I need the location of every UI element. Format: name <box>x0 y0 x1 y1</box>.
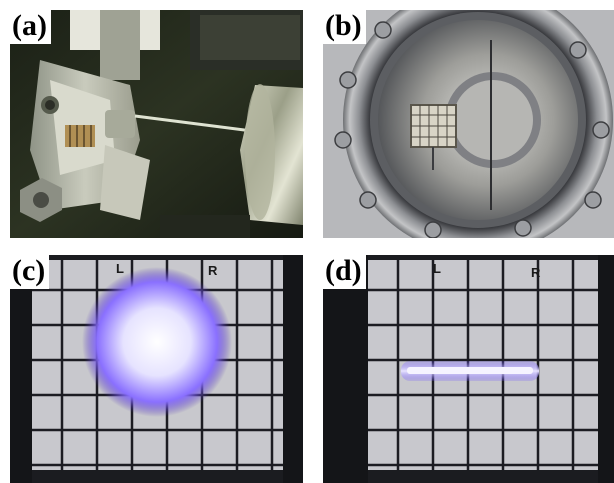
screen-line-beam-photo <box>323 255 614 483</box>
panel-a-label: (a) <box>10 10 51 44</box>
panel-b: (b) <box>323 10 614 238</box>
panel-d: L R (d) <box>323 255 614 483</box>
screen-letter-r: R <box>208 263 218 278</box>
panel-c-label: (c) <box>10 255 50 289</box>
chamber-viewport-photo <box>323 10 614 238</box>
panel-c: L R (c) <box>10 255 303 483</box>
apparatus-photo <box>10 10 303 238</box>
panel-b-label: (b) <box>323 10 366 44</box>
screen-letter-l: L <box>116 261 124 276</box>
panel-a: (a) <box>10 10 303 238</box>
screen-round-spot-photo <box>10 255 303 483</box>
screen-letter-r: R <box>531 265 541 280</box>
panel-d-label: (d) <box>323 255 366 289</box>
screen-letter-l: L <box>433 261 441 276</box>
